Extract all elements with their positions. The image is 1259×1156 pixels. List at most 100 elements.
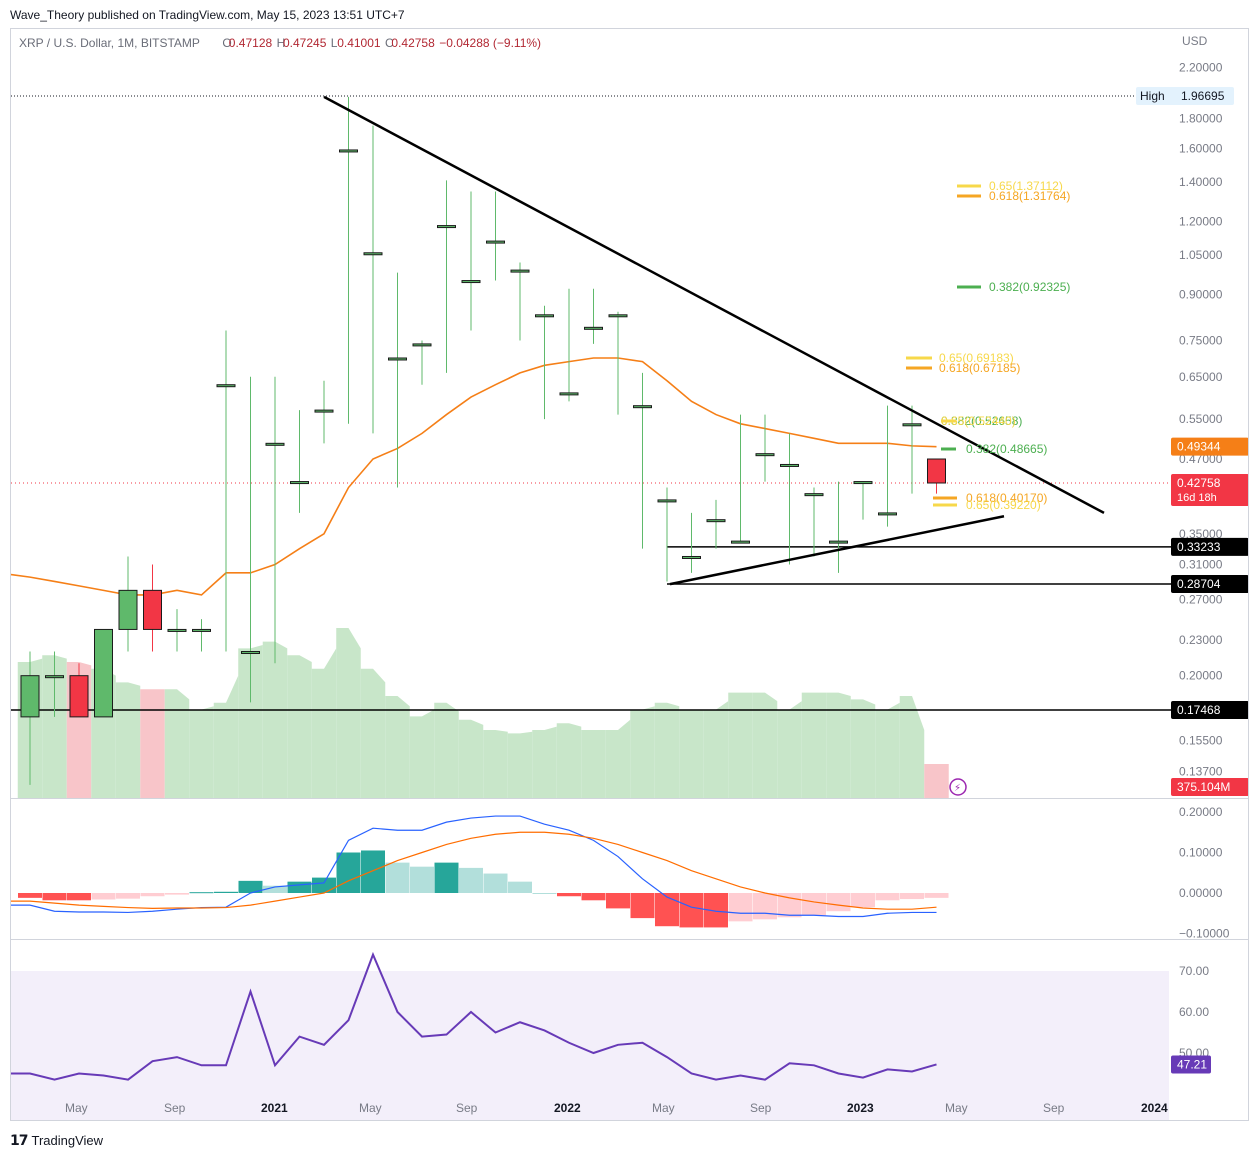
candle-body	[608, 314, 628, 318]
volume-area-segment	[532, 726, 557, 798]
candle-body	[241, 651, 260, 655]
countdown-label: 16d 18h	[1177, 492, 1217, 504]
macd-histogram-bar	[312, 877, 336, 893]
published-by-text: Wave_Theory published on TradingView.com…	[10, 8, 405, 22]
candle-body	[339, 149, 358, 153]
macd-axis-tick: −0.10000	[1179, 927, 1230, 940]
rsi-line	[11, 951, 937, 1081]
macd-histogram-bar	[140, 893, 165, 897]
price-axis-tick: 0.23000	[1179, 633, 1223, 647]
volume-area-segment	[654, 702, 680, 798]
macd-histogram-bar	[410, 866, 434, 893]
volume-area-segment	[311, 648, 337, 798]
macd-histogram-bar	[606, 893, 630, 909]
time-axis-tick: May	[65, 1101, 88, 1115]
macd-histogram-bar	[924, 893, 949, 898]
volume-area-segment	[826, 692, 851, 798]
ma-price-badge: 0.49344	[1177, 440, 1221, 454]
high-value: 1.96695	[1181, 89, 1225, 103]
rsi-panel[interactable]: 70.00 60.00 50.00 47.21 May Sep 2021 May Sep 2022…	[10, 939, 1249, 1121]
legend-h-value: 0.47245	[283, 36, 327, 50]
price-chart-svg[interactable]: XRP / U.S. Dollar, 1M, BITSTAMP O0.47128 H…	[11, 29, 1248, 798]
volume-badge: 375.104M	[1177, 780, 1230, 794]
candle-body	[706, 519, 726, 523]
volume-area-segment	[899, 696, 925, 798]
macd-histogram-bar	[385, 862, 410, 893]
candle-body	[192, 628, 211, 632]
candle-body	[412, 343, 432, 347]
support-2-badge: 0.28704	[1177, 577, 1221, 591]
candle-body	[535, 314, 554, 318]
candle-body	[633, 405, 652, 409]
time-axis-tick: May	[945, 1101, 968, 1115]
rsi-axis-tick: 60.00	[1179, 1005, 1209, 1019]
rsi-value-badge-bg	[1171, 1055, 1211, 1074]
macd-histogram-bar	[459, 867, 483, 893]
candle-body	[20, 675, 40, 718]
macd-histogram-bar	[875, 893, 900, 901]
support-1-badge-bg	[1171, 537, 1248, 556]
candle-body	[265, 442, 285, 446]
volume-area-segment	[164, 689, 190, 798]
macd-histogram-bar	[483, 873, 508, 893]
macd-chart-svg[interactable]: 0.20000 0.10000 0.00000 −0.10000	[11, 799, 1248, 939]
price-axis-tick: 2.20000	[1179, 61, 1223, 75]
support-1-badge: 0.33233	[1177, 540, 1221, 554]
candle-body	[314, 409, 334, 413]
price-axis-tick: 0.65000	[1179, 370, 1223, 384]
volume-area-segment	[801, 692, 827, 798]
macd-line	[11, 815, 937, 918]
volume-area-segment	[507, 731, 533, 798]
brand-name: TradingView	[31, 1133, 104, 1148]
legend-o-value: 0.47128	[229, 36, 273, 50]
price-axis-tick: 1.60000	[1179, 141, 1223, 155]
time-axis-tick: Sep	[164, 1101, 186, 1115]
legend-l-value: 0.41001	[337, 36, 381, 50]
time-axis-tick: May	[359, 1101, 382, 1115]
price-axis-tick: 1.40000	[1179, 175, 1223, 189]
main-price-panel[interactable]: XRP / U.S. Dollar, 1M, BITSTAMP O 0.47128 H…	[10, 28, 1249, 799]
legend-c-value: 0.42758	[391, 36, 435, 50]
fib-level-label: 0.618(0.67185)	[939, 361, 1020, 375]
candle-body	[143, 589, 162, 630]
volume-area-segment	[924, 764, 949, 798]
volume-area-segment	[630, 706, 655, 798]
macd-axis-tick: 0.20000	[1179, 805, 1223, 819]
volume-area-segment	[42, 655, 67, 798]
legend-l-label: L	[331, 36, 338, 50]
macd-histogram-bar	[630, 893, 655, 919]
fib-level-label: 0.382(0.92325)	[989, 280, 1070, 294]
price-axis-tick: 0.31000	[1179, 558, 1223, 572]
legend-symbol: XRP / U.S. Dollar, 1M, BITSTAMP	[19, 36, 200, 50]
volume-area-segment	[336, 628, 361, 798]
support-3-badge-bg	[1171, 701, 1248, 719]
macd-histogram-bar	[557, 893, 581, 897]
volume-area-segment	[189, 706, 214, 798]
candle-body	[437, 225, 456, 229]
macd-histogram-bar	[214, 891, 238, 893]
fib-level-label: 0.65(0.69183)	[939, 351, 1014, 365]
time-axis-tick: 2023	[847, 1101, 874, 1115]
volume-area-segment	[213, 675, 239, 798]
volume-area-segment	[385, 696, 410, 798]
candle-body	[290, 481, 309, 485]
macd-histogram-bar	[826, 893, 851, 912]
candle-body	[559, 392, 579, 396]
volume-area-segment	[483, 730, 508, 798]
macd-histogram-bar	[263, 885, 287, 893]
fib-level-label: 0.65(0.52440)	[941, 414, 1016, 428]
volume-area-segment	[434, 702, 459, 798]
time-axis-tick: 2024	[1141, 1101, 1168, 1115]
lightning-icon	[949, 778, 967, 796]
macd-panel[interactable]: 0.20000 0.10000 0.00000 −0.10000	[10, 798, 1249, 940]
lightning-icon-glyph: ⚡	[954, 783, 961, 794]
candle-body	[486, 240, 505, 244]
volume-area-segment	[115, 682, 141, 798]
high-label: High	[1140, 89, 1165, 103]
candle-body	[682, 555, 701, 559]
macd-histogram-bar	[336, 852, 361, 893]
macd-histogram-bar	[287, 881, 312, 893]
price-axis-tick: 0.27000	[1179, 593, 1223, 607]
tradingview-brand[interactable]: 𝟭𝟳 TradingView	[10, 1132, 103, 1149]
